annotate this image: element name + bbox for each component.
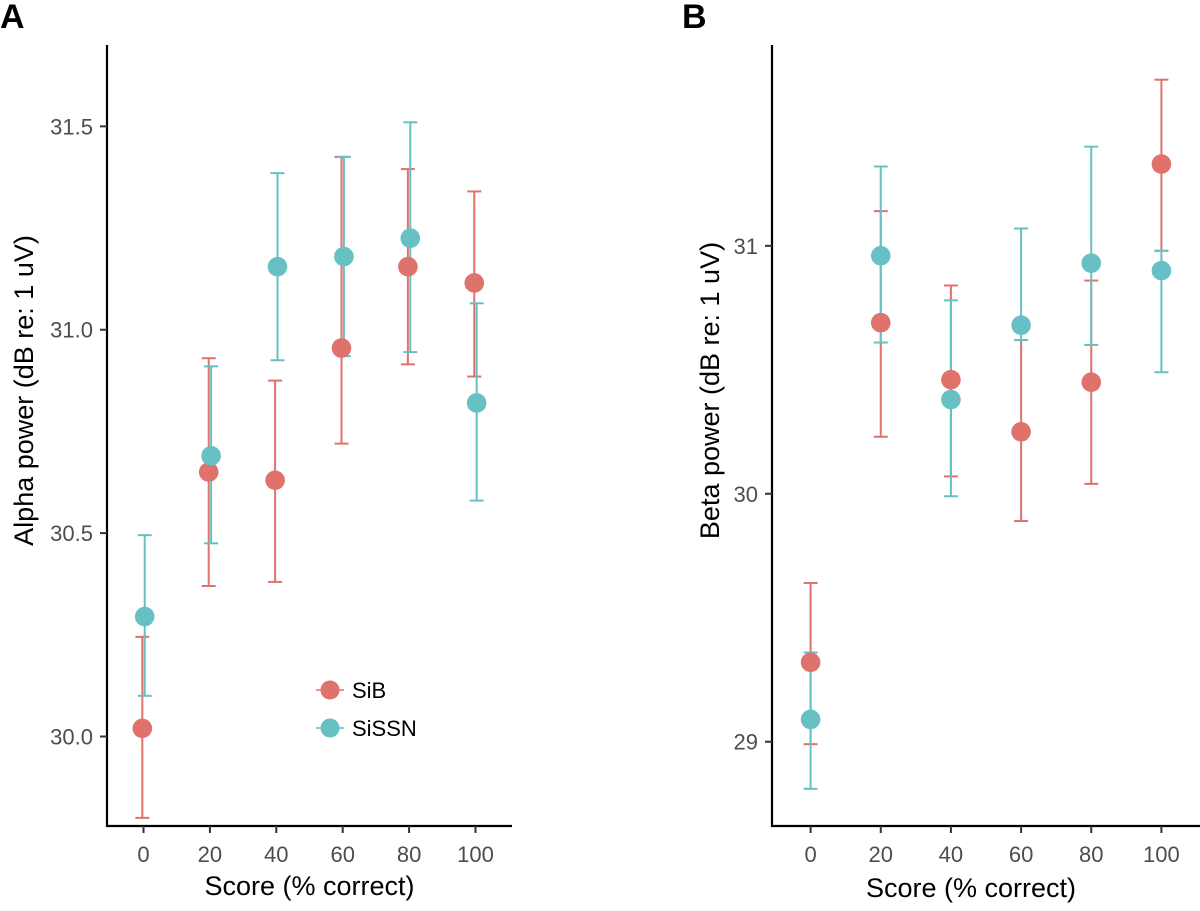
b-sissn-point bbox=[870, 245, 891, 266]
panel-b-y-axis-title: Beta power (dB re: 1 uV) bbox=[695, 242, 725, 539]
b-sissn-point bbox=[800, 709, 821, 730]
a-x-tick-label: 100 bbox=[457, 842, 494, 867]
b-sissn-point bbox=[1081, 253, 1102, 273]
b-x-tick-label: 0 bbox=[804, 842, 816, 867]
a-y-tick-label: 30.5 bbox=[50, 521, 93, 546]
panel-a-y-axis-title: Alpha power (dB re: 1 uV) bbox=[9, 235, 39, 546]
b-sissn-point bbox=[941, 389, 961, 410]
panel-a-x-ticks: 0 20 40 60 80 100 bbox=[137, 826, 494, 867]
a-sib-point bbox=[265, 470, 285, 491]
a-y-tick-label: 30.0 bbox=[50, 725, 93, 750]
a-x-tick-label: 20 bbox=[198, 842, 222, 867]
b-sissn-point bbox=[1151, 260, 1172, 281]
a-x-tick-label: 0 bbox=[137, 842, 149, 867]
a-sib-point bbox=[331, 338, 352, 358]
panel-b-x-ticks: 0 20 40 60 80 100 bbox=[804, 826, 1180, 867]
legend-item-sissn: SiSSN bbox=[316, 716, 417, 741]
b-x-tick-label: 20 bbox=[869, 842, 893, 867]
a-sissn-point bbox=[334, 246, 354, 267]
a-y-tick-label: 31.0 bbox=[50, 318, 93, 343]
b-sib-point bbox=[1011, 421, 1031, 442]
a-y-tick-label: 31.5 bbox=[50, 114, 93, 139]
panel-a-x-axis-title: Score (% correct) bbox=[204, 871, 414, 901]
panel-b-x-axis-title: Score (% correct) bbox=[866, 873, 1076, 903]
b-y-tick-label: 29 bbox=[734, 730, 758, 755]
b-sib-point bbox=[941, 369, 961, 390]
a-sib-point bbox=[464, 273, 485, 293]
a-x-tick-label: 80 bbox=[397, 842, 421, 867]
b-sib-point bbox=[1151, 154, 1172, 174]
b-sib-point bbox=[870, 312, 891, 333]
b-x-tick-label: 40 bbox=[939, 842, 963, 867]
b-y-tick-label: 31 bbox=[734, 234, 758, 259]
a-sissn-point bbox=[134, 606, 155, 627]
b-x-tick-label: 80 bbox=[1079, 842, 1103, 867]
legend-sissn-point bbox=[320, 718, 340, 738]
b-x-tick-label: 100 bbox=[1143, 842, 1180, 867]
a-sissn-point bbox=[400, 228, 421, 249]
b-sib-point bbox=[800, 652, 821, 673]
a-sissn-point bbox=[466, 393, 487, 413]
b-sissn-point bbox=[1011, 315, 1031, 335]
panel-a: A 30.0 30.5 31.0 31.5 0 20 40 60 80 100 Score (%… bbox=[0, 0, 512, 901]
panel-a-marks bbox=[132, 121, 487, 819]
a-sib-point bbox=[132, 718, 153, 739]
b-x-tick-label: 60 bbox=[1009, 842, 1033, 867]
a-sib-point bbox=[398, 256, 418, 277]
panel-a-letter: A bbox=[0, 0, 25, 36]
panel-b-letter: B bbox=[682, 0, 707, 36]
legend-sissn-label: SiSSN bbox=[352, 716, 417, 741]
panel-a-y-ticks: 30.0 30.5 31.0 31.5 bbox=[50, 114, 107, 750]
a-x-tick-label: 40 bbox=[264, 842, 288, 867]
panel-b-y-ticks: 29 30 31 bbox=[734, 234, 772, 755]
a-sib-point bbox=[198, 462, 219, 482]
legend-item-sib: SiB bbox=[316, 678, 386, 703]
a-sissn-point bbox=[267, 256, 288, 277]
legend: SiB SiSSN bbox=[316, 678, 417, 741]
legend-sib-point bbox=[320, 680, 340, 700]
b-sib-point bbox=[1081, 372, 1102, 392]
a-sissn-point bbox=[201, 446, 221, 466]
legend-sib-label: SiB bbox=[352, 678, 386, 703]
panel-b-marks bbox=[800, 78, 1172, 790]
a-x-tick-label: 60 bbox=[330, 842, 354, 867]
b-y-tick-label: 30 bbox=[734, 482, 758, 507]
